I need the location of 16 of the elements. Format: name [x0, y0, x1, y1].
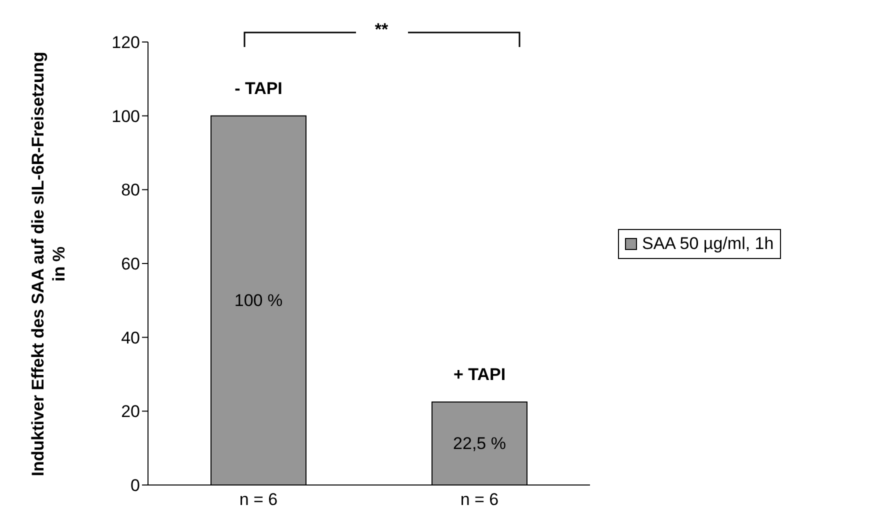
- y-tick-label: 120: [112, 33, 140, 52]
- y-tick-label: 0: [130, 476, 140, 496]
- y-tick-label: 60: [121, 254, 140, 274]
- y-tick-label: 80: [121, 180, 140, 200]
- text: **: [374, 20, 390, 40]
- data-label: 22,5 %: [453, 434, 506, 453]
- y-tick-label: 20: [121, 402, 140, 422]
- x-tick-label: n = 6: [239, 490, 278, 510]
- y-tick-label: 40: [121, 328, 140, 348]
- y-axis-title: Induktiver Effekt des SAA auf die sIL-6R-Freisetzung in %: [27, 50, 69, 478]
- y-tick-label: 100: [112, 106, 140, 126]
- legend-label: SAA 50 µg/ml, 1h: [642, 234, 774, 254]
- x-tick-label: n = 6: [460, 490, 499, 510]
- data-label: 100 %: [234, 290, 283, 310]
- annotation: + TAPI: [453, 364, 506, 384]
- annotation: - TAPI: [234, 78, 282, 98]
